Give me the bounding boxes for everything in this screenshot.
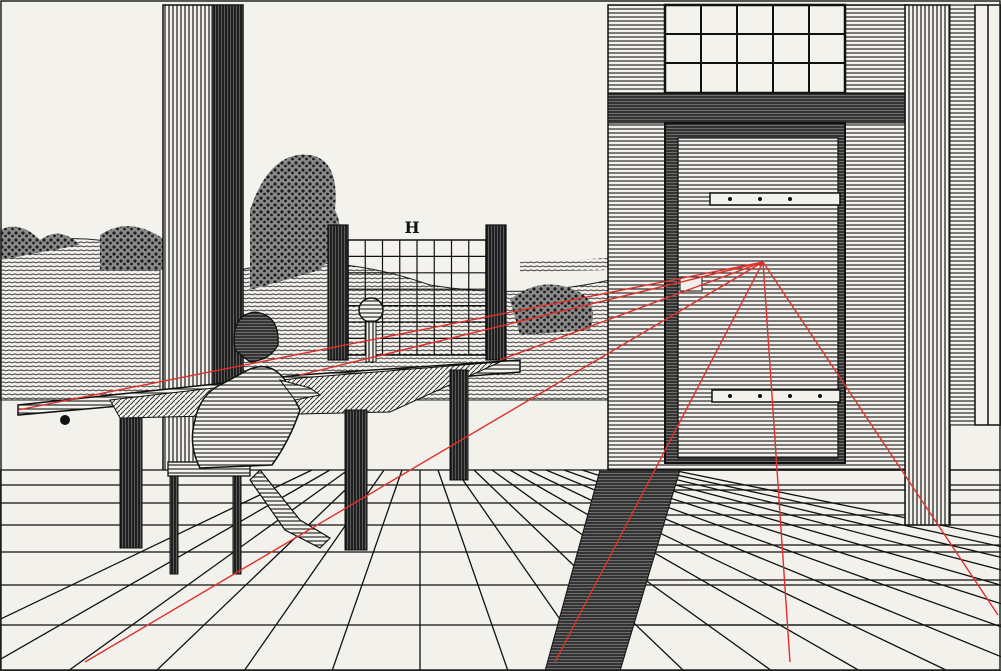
perspective-line [554,261,764,663]
perspective-line [762,261,791,663]
grid-label: H [404,218,419,237]
perspective-line [84,261,764,663]
perspective-line [499,261,764,361]
bush [510,284,593,335]
lattice-window [663,3,847,95]
eyepiece-sight [358,297,384,323]
perspective-line [762,261,999,616]
head [233,311,279,363]
right-window-jamb [904,4,1001,526]
tree [250,154,340,290]
upper-hinge [709,192,841,206]
lower-hinge [711,389,841,403]
perspective-lines [17,261,999,663]
drawing-grid-frame: H [327,218,507,363]
perspective-line [17,261,764,411]
back-wall [607,3,909,471]
landscape [0,0,611,401]
perspective-line [299,261,764,376]
